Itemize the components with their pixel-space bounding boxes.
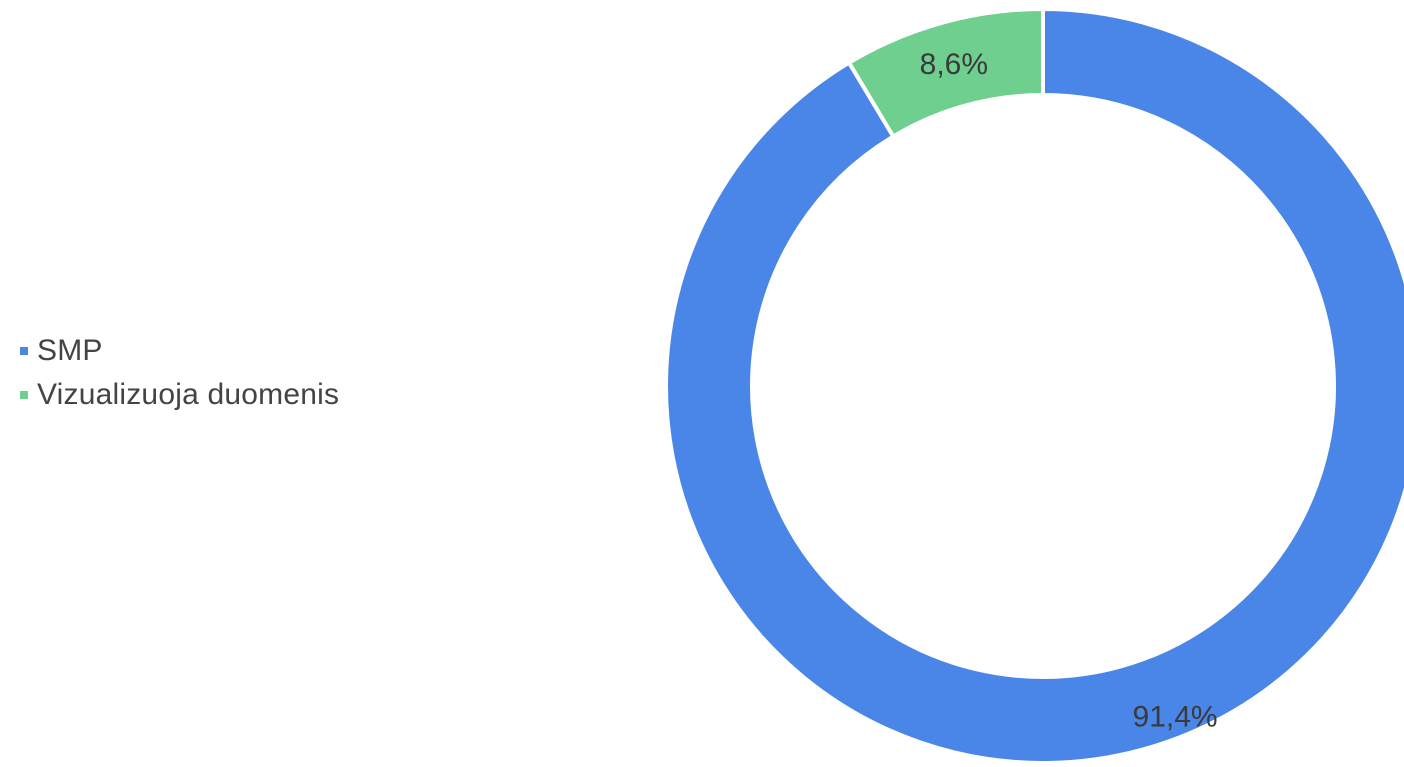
slice-label-vizualizuoja-duomenis: 8,6% [920,48,988,81]
legend-swatch-vizualizuoja [20,391,28,399]
legend-item-smp: SMP [20,331,339,371]
slice-label-smp: 91,4% [1133,701,1218,734]
legend-label-vizualizuoja: Vizualizuoja duomenis [37,378,340,411]
slices-group [664,6,1404,765]
legend-label-smp: SMP [37,334,103,367]
chart-legend: SMP Vizualizuoja duomenis [20,331,339,419]
legend-swatch-smp [20,347,28,355]
slice-labels-group: 91,4% 8,6% [920,48,1218,734]
legend-item-vizualizuoja: Vizualizuoja duomenis [20,375,339,415]
donut-slice-smp [664,6,1404,765]
donut-slice-vizualizuoja-duomenis [846,6,1045,140]
